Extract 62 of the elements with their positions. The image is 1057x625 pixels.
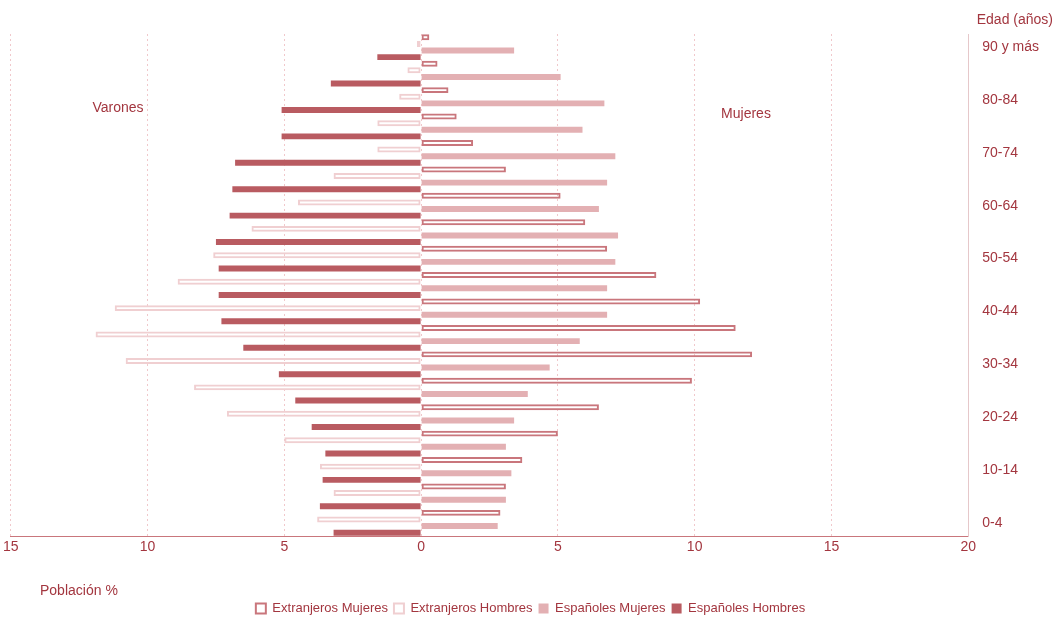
bar [421, 391, 528, 397]
y-tick-label: 90 y más [982, 38, 1040, 55]
x-axis-title: Población % [40, 581, 118, 598]
x-tick-label: 10 [686, 538, 703, 555]
bar [215, 239, 421, 246]
y-tick-label: 40-44 [982, 302, 1019, 319]
annotation: Mujeres [721, 104, 771, 121]
x-tick-label: 0 [417, 538, 426, 555]
y-tick-label: 10-14 [982, 460, 1019, 477]
bar [229, 212, 421, 219]
bar [421, 73, 561, 80]
y-axis-title: Edad (años) [976, 10, 1053, 27]
bar [421, 417, 515, 424]
bar [421, 311, 608, 318]
y-tick-label: 30-34 [982, 355, 1019, 372]
x-tick-label: 15 [823, 538, 840, 555]
bar [311, 424, 421, 430]
bar [218, 291, 421, 298]
y-tick-label: 60-64 [982, 196, 1019, 213]
bar [243, 344, 421, 351]
bar [333, 529, 421, 536]
bar [330, 80, 421, 87]
legend-label: Españoles Mujeres [555, 600, 667, 616]
bar [421, 126, 583, 133]
bar [319, 503, 421, 510]
x-tick-label: 20 [960, 538, 977, 555]
bar [421, 470, 512, 477]
legend-label: Extranjeros Hombres [410, 600, 534, 616]
bar [295, 397, 421, 404]
annotation: Varones [92, 98, 144, 115]
bar [421, 443, 506, 450]
y-tick-label: 80-84 [982, 90, 1019, 107]
bar [421, 285, 608, 292]
y-tick-label: 20-24 [982, 407, 1019, 424]
bar [421, 523, 498, 530]
x-tick-label: 10 [139, 538, 156, 555]
y-tick-label: 50-54 [982, 249, 1019, 266]
x-tick-label: 5 [280, 538, 289, 555]
y-tick-label: 70-74 [982, 143, 1019, 160]
bar [421, 232, 619, 239]
bar [421, 338, 580, 345]
legend-label: Españoles Hombres [688, 600, 806, 616]
bar [421, 496, 506, 503]
bar [322, 476, 421, 483]
bar [232, 186, 421, 193]
y-tick-label: 0-4 [982, 513, 1003, 530]
bar [421, 153, 616, 160]
bar [235, 159, 421, 166]
bar [421, 179, 608, 186]
bar [377, 54, 421, 61]
bar [421, 258, 616, 265]
x-tick-label: 15 [3, 538, 19, 555]
bar [325, 450, 421, 457]
x-tick-label: 5 [553, 538, 562, 555]
bar [281, 133, 421, 140]
bar [421, 100, 605, 107]
bar [421, 206, 599, 213]
legend-label: Extranjeros Mujeres [272, 600, 389, 616]
bar [221, 318, 421, 325]
bar [421, 364, 550, 371]
bar [281, 106, 421, 113]
bar [278, 371, 421, 378]
